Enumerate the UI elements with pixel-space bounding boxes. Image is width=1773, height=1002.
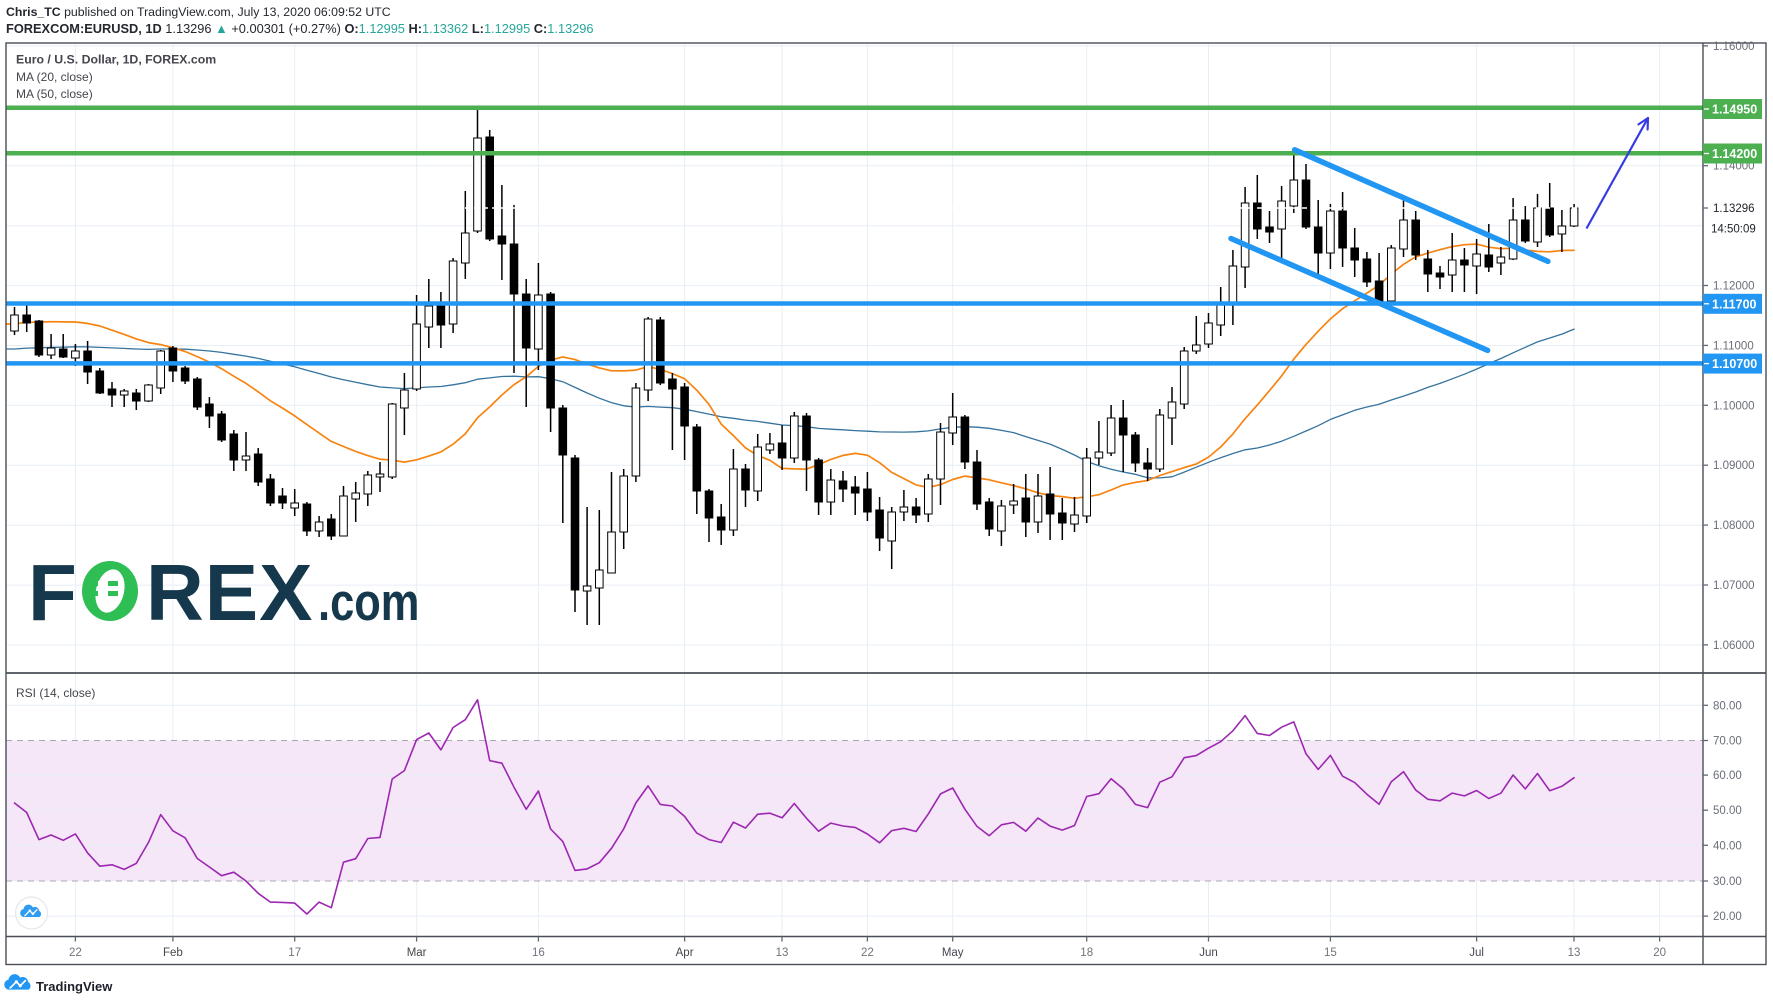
svg-text:22: 22	[861, 947, 874, 959]
svg-text:MA (50, close): MA (50, close)	[16, 87, 93, 101]
svg-text:FOREXCOM:EURUSD, 1D 1.13296 ▲: FOREXCOM:EURUSD, 1D 1.13296 ▲ +0.00301 (…	[6, 21, 594, 36]
svg-text:80.00: 80.00	[1713, 700, 1742, 712]
svg-text:.com: .com	[318, 573, 419, 632]
svg-text:May: May	[942, 947, 964, 959]
svg-text:1.11700: 1.11700	[1712, 297, 1757, 311]
svg-text:40.00: 40.00	[1713, 840, 1742, 852]
svg-text:1.10000: 1.10000	[1713, 400, 1755, 412]
svg-text:16: 16	[532, 947, 545, 959]
svg-text:30.00: 30.00	[1713, 876, 1742, 888]
svg-text:Euro / U.S. Dollar, 1D, FOREX.: Euro / U.S. Dollar, 1D, FOREX.com	[16, 53, 216, 67]
svg-text:1.14950: 1.14950	[1712, 103, 1757, 117]
svg-text:17: 17	[288, 947, 301, 959]
svg-text:Jun: Jun	[1199, 947, 1218, 959]
svg-text:Feb: Feb	[163, 947, 183, 959]
svg-text:20: 20	[1653, 947, 1666, 959]
svg-text:1.07000: 1.07000	[1713, 580, 1755, 592]
svg-text:Jul: Jul	[1469, 947, 1484, 959]
svg-text:RSI (14, close): RSI (14, close)	[16, 686, 95, 700]
svg-text:14:50:09: 14:50:09	[1711, 224, 1756, 236]
svg-text:MA (20, close): MA (20, close)	[16, 70, 93, 84]
svg-text:Chris_TC published on TradingV: Chris_TC published on TradingView.com, J…	[6, 5, 391, 19]
svg-text:13: 13	[1568, 947, 1581, 959]
svg-text:20.00: 20.00	[1713, 911, 1742, 923]
svg-text:Apr: Apr	[676, 947, 694, 959]
svg-text:1.06000: 1.06000	[1713, 640, 1755, 652]
svg-text:1.10700: 1.10700	[1712, 357, 1757, 371]
svg-text:22: 22	[69, 947, 82, 959]
svg-text:1.08000: 1.08000	[1713, 520, 1755, 532]
svg-text:1.14200: 1.14200	[1712, 147, 1757, 161]
svg-text:15: 15	[1324, 947, 1337, 959]
svg-text:1.13296: 1.13296	[1713, 203, 1755, 215]
svg-text:1.12000: 1.12000	[1713, 281, 1755, 293]
svg-text:1.16000: 1.16000	[1713, 41, 1755, 53]
svg-text:13: 13	[776, 947, 789, 959]
svg-text:1.11000: 1.11000	[1713, 340, 1754, 352]
svg-text:1.14000: 1.14000	[1713, 161, 1755, 173]
svg-text:TradingView: TradingView	[36, 979, 113, 994]
svg-text:50.00: 50.00	[1713, 805, 1742, 817]
svg-text:Mar: Mar	[407, 947, 427, 959]
svg-text:1.09000: 1.09000	[1713, 460, 1755, 472]
svg-text:60.00: 60.00	[1713, 770, 1742, 782]
svg-text:REX: REX	[146, 548, 314, 637]
svg-text:70.00: 70.00	[1713, 736, 1742, 748]
svg-text:18: 18	[1080, 947, 1093, 959]
svg-text:F: F	[28, 548, 79, 637]
